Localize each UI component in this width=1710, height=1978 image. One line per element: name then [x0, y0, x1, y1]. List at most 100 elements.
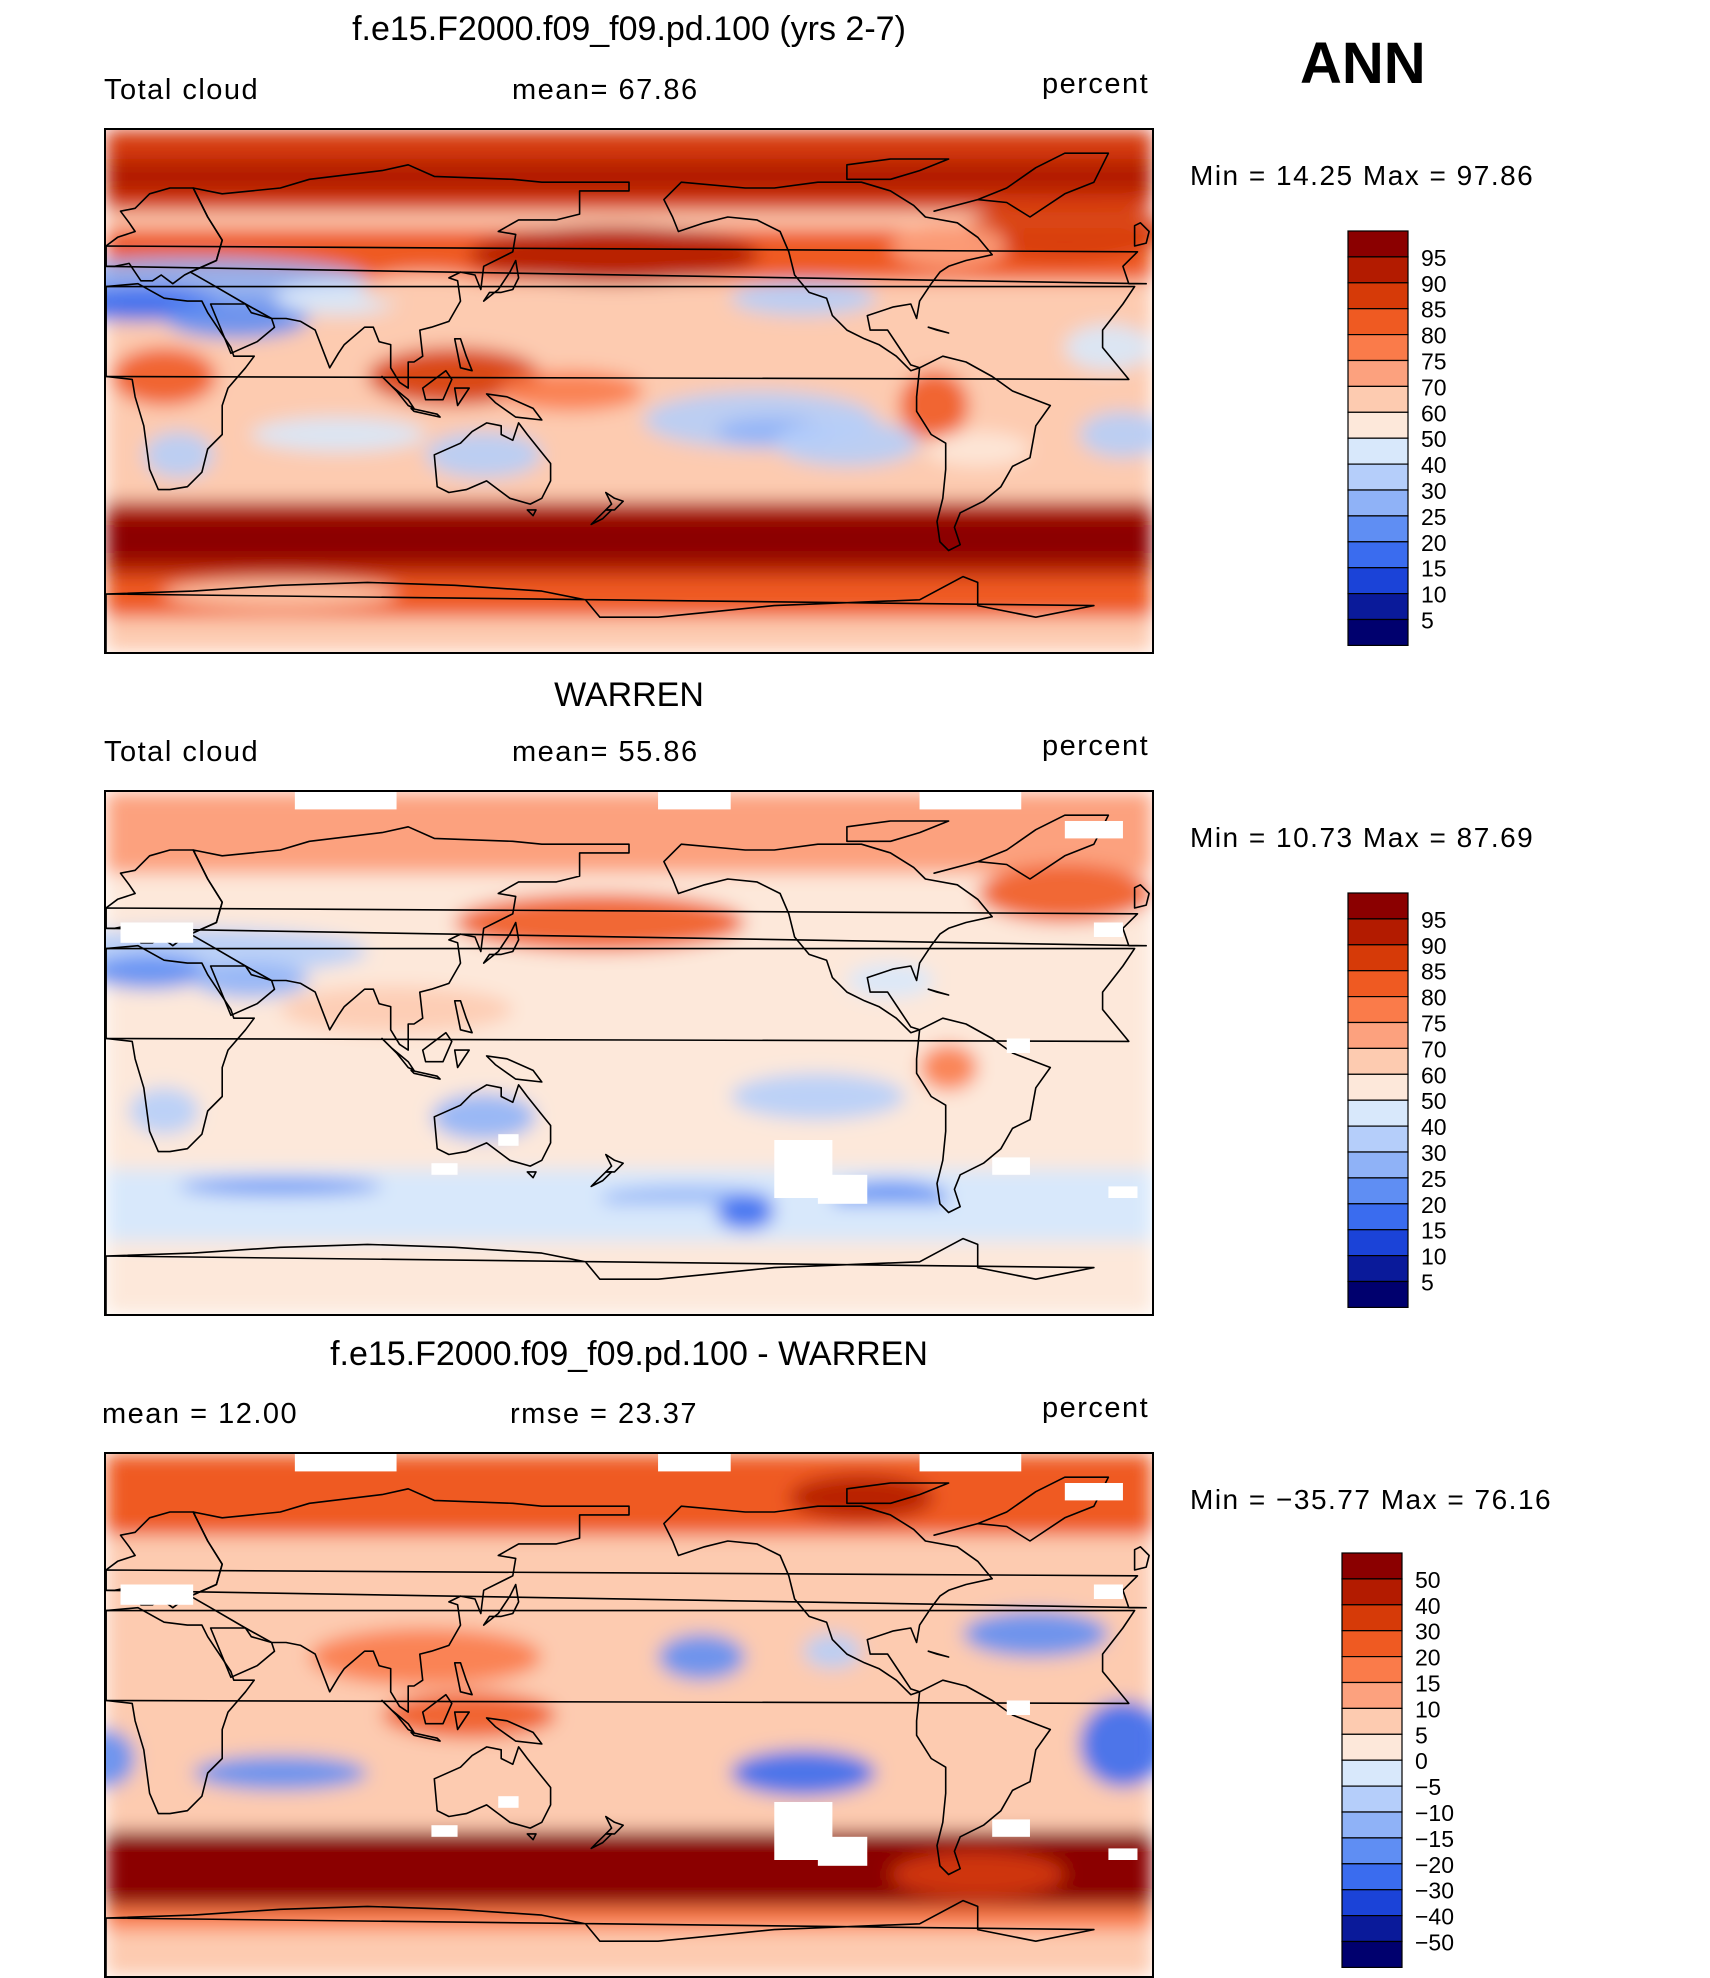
coastline — [1133, 222, 1150, 247]
coastline — [846, 1482, 950, 1505]
missing-data-box — [120, 922, 194, 943]
missing-data-box — [1093, 922, 1123, 937]
field-contour — [425, 431, 542, 478]
coastline — [590, 1171, 613, 1188]
field-contour — [925, 431, 1030, 467]
coastline — [106, 245, 1147, 285]
colorbar-tick-label: 25 — [1421, 504, 1447, 530]
field-contour — [129, 1087, 199, 1135]
field-contour — [106, 1729, 136, 1788]
colorbar-tick-label: 75 — [1421, 349, 1447, 375]
colorbar-tick-label: 90 — [1421, 933, 1447, 959]
colorbar-swatch — [1347, 618, 1409, 646]
coastline — [605, 1815, 624, 1835]
field-contour — [164, 579, 397, 609]
colorbar-tick-label: 10 — [1421, 582, 1447, 608]
missing-data-box — [431, 1825, 458, 1837]
colorbar-swatch — [1347, 256, 1409, 284]
colorbar-swatch — [1347, 515, 1409, 543]
coastline — [482, 1583, 520, 1626]
missing-data-box — [1006, 1700, 1030, 1715]
coastline — [453, 1000, 473, 1034]
coastline — [106, 947, 1136, 1043]
field-contour — [963, 202, 1152, 261]
colorbar-tick-label: 95 — [1421, 907, 1447, 933]
missing-data-box — [658, 792, 731, 810]
colorbar-tick-label: 90 — [1421, 271, 1447, 297]
panel-1-map — [104, 128, 1154, 654]
colorbar-swatch — [1347, 489, 1409, 517]
colorbar-tick-label: 25 — [1421, 1166, 1447, 1192]
colorbar-tick-label: 60 — [1421, 1062, 1447, 1088]
colorbar-swatch — [1347, 1125, 1409, 1153]
missing-data-box — [498, 1134, 519, 1146]
coastline — [663, 843, 993, 1034]
colorbar-tick-label: 80 — [1421, 323, 1447, 349]
panel-3-minmax: Min = −35.77 Max = 76.16 — [1190, 1484, 1553, 1515]
colorbar-swatch — [1347, 1203, 1409, 1231]
field-contour — [658, 1633, 746, 1681]
colorbar-swatch — [1347, 333, 1409, 362]
colorbar-swatch — [1341, 1889, 1403, 1917]
field-contour — [788, 1474, 935, 1521]
field-contour — [361, 272, 490, 307]
colorbar-tick-label: 30 — [1421, 478, 1447, 504]
colorbar-swatch — [1347, 385, 1409, 413]
colorbar-tick-label: 75 — [1421, 1011, 1447, 1037]
colorbar-tick-label: 50 — [1421, 1088, 1447, 1114]
coastline — [433, 1746, 552, 1829]
colorbar-swatch — [1347, 1229, 1409, 1257]
colorbar-tick-label: 95 — [1421, 245, 1447, 271]
missing-data-box — [817, 1174, 868, 1204]
coastline — [846, 820, 950, 843]
field-contour — [919, 1044, 978, 1091]
coastline — [106, 1606, 255, 1815]
panel-1-minmax: Min = 14.25 Max = 97.86 — [1190, 160, 1535, 191]
missing-data-box — [294, 1454, 397, 1472]
colorbar-swatch — [1341, 1655, 1403, 1684]
colorbar-swatch — [1341, 1604, 1403, 1632]
colorbar-swatch — [1347, 970, 1409, 998]
colorbar-tick-label: 85 — [1421, 959, 1447, 985]
colorbar-swatch — [1341, 1863, 1403, 1891]
colorbar-swatch — [1347, 411, 1409, 439]
field-contour — [890, 222, 1007, 270]
coastline — [433, 422, 552, 505]
missing-data-box — [1064, 1483, 1123, 1501]
coastline — [485, 1055, 543, 1083]
colorbar-tick-label: 5 — [1421, 1270, 1434, 1296]
field-contour — [899, 370, 969, 441]
coastline — [590, 1833, 613, 1850]
field-contour — [977, 864, 1152, 923]
colorbar-swatch — [1341, 1578, 1403, 1606]
coastline — [663, 1505, 993, 1696]
colorbar-tick-label: 70 — [1421, 1036, 1447, 1062]
colorbar-swatch — [1341, 1707, 1403, 1735]
colorbar-swatch — [1347, 359, 1409, 387]
coastline — [846, 158, 950, 181]
colorbar-swatch — [1341, 1759, 1403, 1787]
coastline — [106, 1899, 1095, 1976]
panel-2-minmax: Min = 10.73 Max = 87.69 — [1190, 822, 1535, 853]
colorbar-tick-label: 70 — [1421, 374, 1447, 400]
panel-3-map — [104, 1452, 1154, 1978]
colorbar-tick-label: 10 — [1421, 1244, 1447, 1270]
colorbar-tick-label: 40 — [1421, 452, 1447, 478]
panel-3-units: percent — [1042, 1392, 1150, 1424]
coastline — [605, 1153, 624, 1173]
panel-3-rmse-label: rmse = 23.37 — [510, 1398, 699, 1430]
missing-data-box — [992, 1819, 1030, 1837]
coastline — [106, 944, 255, 1153]
coastline — [453, 1049, 470, 1069]
field-contour — [469, 225, 760, 284]
field-contour — [382, 1691, 557, 1739]
panel-3-title: f.e15.F2000.f09_f09.pd.100 - WARREN — [330, 1335, 928, 1373]
coastline — [410, 407, 441, 418]
colorbar-swatch — [1347, 995, 1409, 1024]
colorbar-tick-label: −30 — [1415, 1878, 1454, 1904]
field-contour — [454, 893, 746, 952]
field-contour — [730, 280, 876, 316]
coastline — [106, 1609, 1136, 1705]
panel-2-mean-label: mean= 55.86 — [512, 736, 699, 768]
coastline — [421, 1693, 453, 1725]
